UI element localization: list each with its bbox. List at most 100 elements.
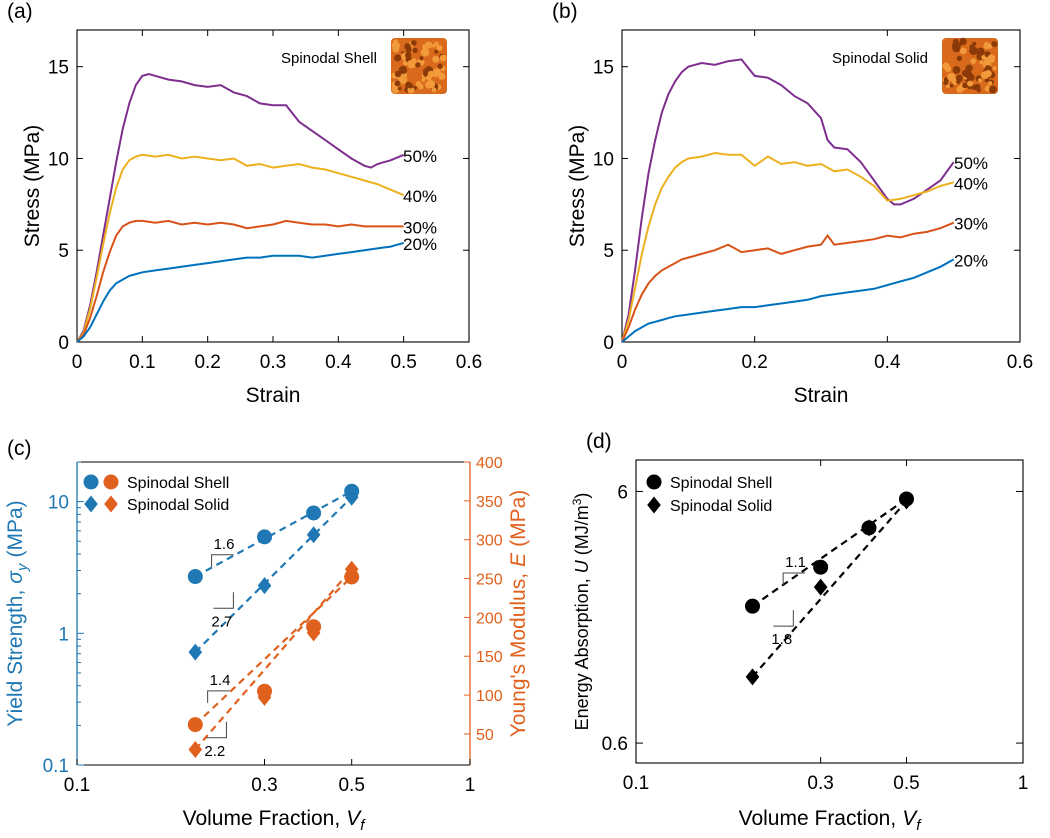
data-point-diamond xyxy=(188,740,203,758)
lattice-cell xyxy=(949,83,954,88)
lattice-cell xyxy=(942,62,950,70)
x-tick-label: 0.1 xyxy=(129,352,155,373)
x-axis-label-text: Volume Fraction, xyxy=(739,807,897,830)
data-point-diamond xyxy=(257,688,272,706)
y-tick-label-right: 150 xyxy=(476,649,503,666)
lattice-cell xyxy=(973,83,981,91)
lattice-cell xyxy=(410,40,417,46)
lattice-cell xyxy=(434,49,439,54)
lattice-cell xyxy=(952,65,961,74)
slope-label: 1.6 xyxy=(214,536,235,553)
lattice-cell xyxy=(412,47,418,54)
y-label-right-text: Young's Modulus, xyxy=(507,573,530,737)
y-tick-label-right: 400 xyxy=(476,455,503,472)
lattice-cell xyxy=(951,43,957,48)
data-point-circle xyxy=(187,569,203,585)
chart-annotation: Spinodal Solid xyxy=(832,50,928,67)
lattice-cell xyxy=(962,82,968,89)
slope-triangle xyxy=(207,690,230,703)
slope-label: 1.8 xyxy=(771,631,792,648)
data-point-diamond xyxy=(306,526,321,544)
data-point-diamond xyxy=(344,560,359,578)
data-point-diamond xyxy=(745,668,760,686)
y-tick-label-left: 10 xyxy=(48,493,69,514)
fit-line xyxy=(751,498,908,608)
legend-marker xyxy=(83,474,99,490)
x-axis-label-var: V xyxy=(346,807,362,830)
lattice-cell xyxy=(952,38,959,45)
lattice-cell xyxy=(391,41,400,50)
series-label: 40% xyxy=(403,187,437,206)
data-point-diamond xyxy=(257,577,272,595)
series-line xyxy=(621,221,955,343)
lattice-cell xyxy=(407,59,416,69)
x-axis-label: Volume Fraction, Vf xyxy=(739,807,923,834)
x-tick-label: 0.6 xyxy=(456,352,482,373)
panel-label: (b) xyxy=(552,0,578,23)
series-label: 50% xyxy=(403,147,437,166)
series-line xyxy=(76,72,405,343)
x-tick-label: 0.1 xyxy=(64,775,90,796)
x-tick-label: 1 xyxy=(465,775,476,796)
lattice-cell xyxy=(437,63,443,69)
series-label: 30% xyxy=(403,218,437,237)
lattice-cell xyxy=(987,54,996,62)
lattice-cell xyxy=(988,85,997,94)
fit-line xyxy=(194,568,353,751)
lattice-cell xyxy=(943,80,949,86)
slope-triangle xyxy=(211,554,234,567)
x-tick-label: 0 xyxy=(617,352,628,373)
y-tick-label-right: 200 xyxy=(476,610,503,627)
y-label-unit-sup: 3 xyxy=(570,498,584,505)
y-axis-label: Energy Absorption, U (MJ/m3) xyxy=(570,493,592,731)
legend-entry: Spinodal Solid xyxy=(127,497,229,514)
lattice-cell xyxy=(427,70,435,78)
lattice-cell xyxy=(391,85,400,94)
legend-marker xyxy=(104,495,118,513)
series-line xyxy=(621,58,955,343)
lattice-cell xyxy=(969,46,978,56)
y-label-var: U xyxy=(572,559,592,573)
lattice-icon xyxy=(391,38,447,94)
fit-line xyxy=(194,490,353,578)
lattice-cell xyxy=(956,55,963,62)
lattice-cell xyxy=(976,47,985,57)
lattice-cell xyxy=(959,47,967,55)
lattice-cell xyxy=(956,86,963,93)
slope-label: 1.4 xyxy=(210,672,231,689)
slope-triangle xyxy=(773,610,794,627)
y-label-text: Energy Absorption, xyxy=(572,578,592,730)
lattice-cell xyxy=(978,78,983,83)
lattice-cell xyxy=(397,86,402,91)
plot-frame xyxy=(635,459,1024,764)
lattice-cell xyxy=(420,48,430,57)
lattice-cell xyxy=(434,41,439,46)
x-axis-label-sub: f xyxy=(916,817,922,834)
lattice-cell xyxy=(431,87,437,93)
y-tick-label: 5 xyxy=(58,241,69,262)
slope-label: 2.2 xyxy=(204,743,225,760)
slope-triangle xyxy=(213,592,234,609)
series-line xyxy=(76,219,404,343)
legend-marker xyxy=(103,474,119,490)
y-axis-label-right: Young's Modulus, E (MPa) xyxy=(507,490,530,738)
lattice-cell xyxy=(394,54,402,62)
lattice-cell xyxy=(966,73,975,82)
lattice-cell xyxy=(992,66,997,71)
lattice-cell xyxy=(422,43,429,50)
lattice-cell xyxy=(405,52,412,59)
y-tick-label-right: 350 xyxy=(476,494,503,511)
x-tick-label: 0.3 xyxy=(251,775,277,796)
y-tick-label: 10 xyxy=(593,149,614,170)
y-tick-label: 15 xyxy=(593,58,614,79)
lattice-cell xyxy=(991,40,998,48)
y-axis-label: Stress (MPa) xyxy=(21,125,44,248)
data-point-diamond xyxy=(344,488,359,506)
y-tick-label-right: 50 xyxy=(476,727,494,744)
y-tick-label: 6 xyxy=(617,482,628,503)
lattice-cell xyxy=(407,86,415,94)
lattice-cell xyxy=(947,72,956,82)
y-label-left-unit: (MPa) xyxy=(4,500,27,557)
legend-marker xyxy=(647,496,661,514)
